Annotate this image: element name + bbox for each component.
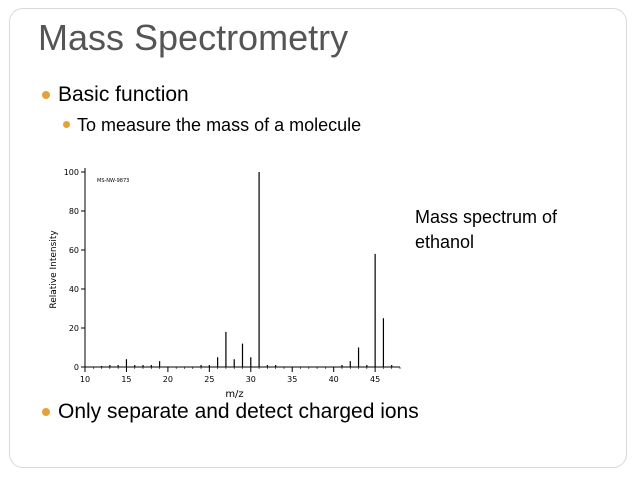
bullet-marker [42, 408, 50, 416]
bullet-charged-ions: Only separate and detect charged ions [58, 400, 419, 423]
bullet-basic-function: Basic function [58, 83, 189, 106]
slide-title: Mass Spectrometry [38, 17, 349, 58]
x-tick-label: 15 [121, 375, 131, 384]
y-tick-label: 40 [69, 285, 79, 294]
inset-label: MS-NW-9873 [97, 178, 129, 184]
y-tick-label: 60 [69, 246, 79, 255]
chart-caption: Mass spectrum of ethanol [415, 207, 558, 252]
x-tick-label: 45 [370, 375, 380, 384]
mass-spectrum-chart: 0 20 40 60 80 100 10 15 20 25 30 35 40 45 m/z Relative … [49, 168, 401, 400]
x-tick-label: 40 [329, 375, 339, 384]
bullet-measure-mass: To measure the mass of a molecule [77, 115, 362, 135]
bullet-marker [63, 121, 70, 128]
x-tick-label: 10 [80, 375, 90, 384]
x-tick-label: 30 [246, 375, 256, 384]
x-tick-label: 25 [204, 375, 214, 384]
x-tick-label: 20 [163, 375, 173, 384]
y-tick-label: 20 [69, 324, 79, 333]
bullet-marker [42, 91, 50, 99]
slide-frame [9, 8, 627, 468]
x-axis-label: m/z [225, 389, 243, 400]
y-axis-label: Relative Intensity [49, 230, 59, 309]
y-tick-label: 80 [69, 207, 79, 216]
x-tick-label: 35 [287, 375, 297, 384]
y-tick-label: 0 [74, 363, 79, 372]
y-tick-label: 100 [64, 168, 79, 177]
